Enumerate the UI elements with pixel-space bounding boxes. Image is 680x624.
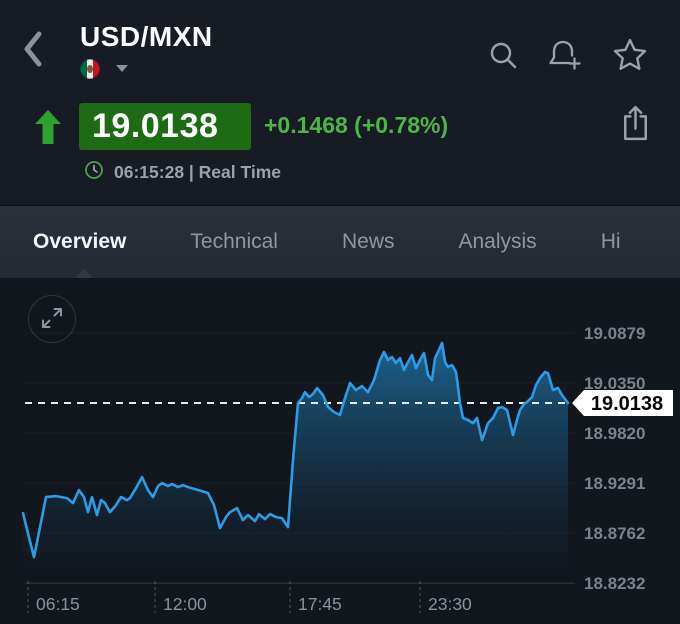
- page-title: USD/MXN: [80, 21, 213, 52]
- header-actions: [486, 36, 650, 77]
- star-icon: [610, 38, 650, 77]
- y-axis-label: 19.0350: [584, 374, 645, 393]
- expand-chart-button[interactable]: [28, 295, 76, 343]
- price-line: [21, 341, 570, 559]
- favorite-button[interactable]: [610, 36, 650, 77]
- clock-icon: [84, 160, 104, 185]
- current-price-badge: 19.0138: [572, 390, 673, 417]
- expand-icon: [39, 305, 65, 334]
- back-button[interactable]: [20, 26, 46, 75]
- price-up-arrow-icon: [34, 108, 62, 151]
- bell-plus-icon: [546, 40, 584, 76]
- x-axis-label: 12:00: [163, 594, 207, 614]
- price-change: +0.1468 (+0.78%): [264, 112, 449, 138]
- search-icon: [486, 42, 520, 75]
- x-axis-label: 06:15: [36, 594, 80, 614]
- tab-news[interactable]: News: [341, 230, 395, 253]
- tab-technical[interactable]: Technical: [190, 230, 278, 253]
- x-axis-label: 17:45: [298, 594, 342, 614]
- flag-eagle-emblem: [87, 64, 93, 73]
- tab-analysis[interactable]: Analysis: [458, 230, 537, 253]
- y-axis-label: 19.0879: [584, 324, 645, 343]
- search-button[interactable]: [486, 38, 520, 75]
- last-price-box: 19.0138: [79, 103, 251, 150]
- top-bar: USD/MXN: [0, 0, 680, 95]
- area-fill: [23, 343, 568, 583]
- last-price: 19.0138: [92, 107, 219, 145]
- quote-time: 06:15:28 | Real Time: [114, 162, 282, 182]
- y-axis-label: 18.8762: [584, 524, 645, 543]
- y-axis-label: 18.9291: [584, 474, 645, 493]
- chevron-left-icon: [20, 31, 46, 75]
- y-axis-label: 18.8232: [584, 574, 645, 593]
- mexico-flag-icon: [80, 58, 100, 79]
- tab-overview[interactable]: Overview: [33, 230, 127, 253]
- quote-time-row: 06:15:28 | Real Time: [84, 160, 281, 185]
- quote-section: 19.0138 +0.1468 (+0.78%) 06:15:28 | Real…: [0, 95, 680, 205]
- tab-historical[interactable]: Hi: [600, 230, 621, 253]
- x-axis-label: 23:30: [428, 594, 472, 614]
- instrument-flag-selector[interactable]: [80, 58, 213, 79]
- y-axis-label: 18.9820: [584, 424, 645, 443]
- add-alert-button[interactable]: [546, 37, 584, 76]
- price-chart[interactable]: 06:15 12:00 17:45 23:30 19.0879 19.0350 18.982…: [0, 278, 680, 624]
- chart-section: 06:15 12:00 17:45 23:30 19.0879 19.0350 18.982…: [0, 278, 680, 624]
- chevron-down-icon: [116, 65, 128, 73]
- share-icon: [619, 105, 652, 146]
- svg-text:19.0138: 19.0138: [591, 393, 663, 415]
- active-tab-notch: [75, 269, 93, 278]
- tab-bar: Overview Technical News Analysis Hi: [0, 205, 680, 278]
- share-button[interactable]: [619, 102, 652, 146]
